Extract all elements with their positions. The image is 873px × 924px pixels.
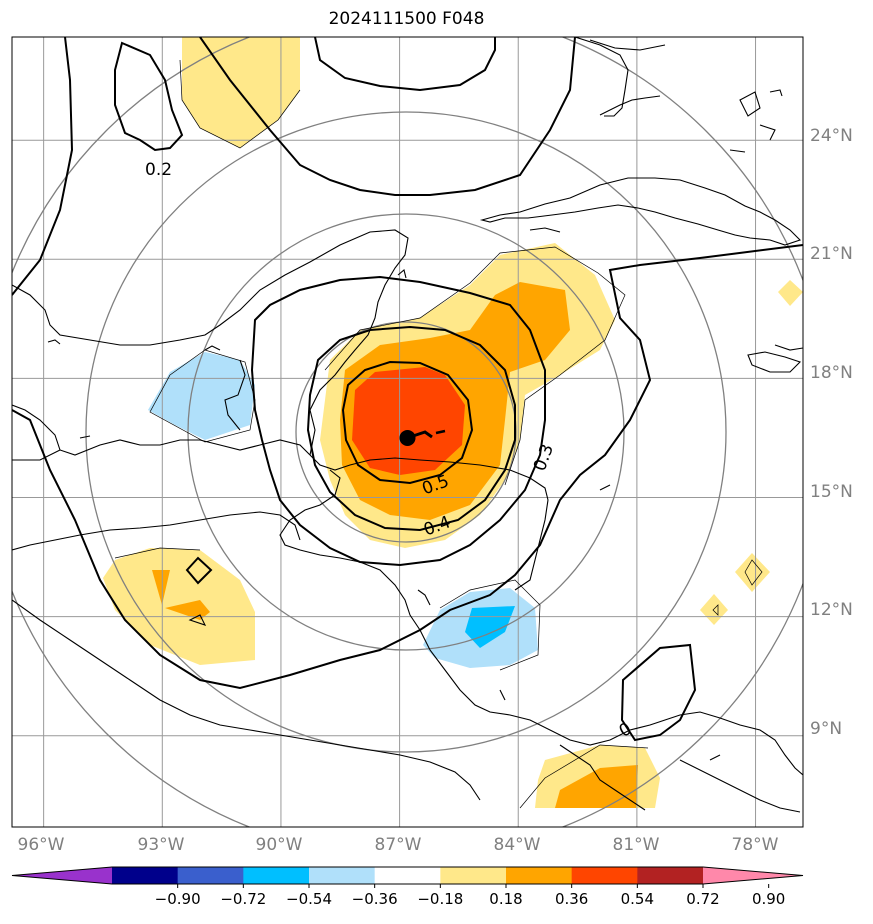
- colorbar-segment: [571, 867, 638, 884]
- negative-anomaly-patch: [148, 352, 255, 440]
- contour-label: 0.2: [145, 160, 172, 180]
- colorbar-tick-label: −0.72: [220, 890, 266, 908]
- map-frame: [11, 36, 804, 828]
- lon-tick-label: 90°W: [256, 835, 303, 855]
- colorbar-segment: [243, 867, 310, 884]
- contour-0.2-arc: [199, 37, 576, 196]
- colorbar-segment: [177, 867, 244, 884]
- contour-0.2-southwest: [12, 244, 803, 690]
- colorbar-segment: [309, 867, 376, 884]
- colorbar-tick-label: 0.36: [555, 890, 588, 908]
- colorbar-outline: [11, 866, 804, 885]
- lat-tick-label: 21°N: [810, 244, 853, 264]
- positive-anomaly-patch: [555, 765, 638, 808]
- lon-tick-label: 93°W: [138, 835, 185, 855]
- colorbar-tick-label: 0.72: [686, 890, 719, 908]
- colorbar-tick-label: 0.90: [752, 890, 785, 908]
- thick-contours: [12, 37, 803, 742]
- colorbar-segment: [506, 867, 573, 884]
- lon-tick-label: 81°W: [613, 835, 660, 855]
- contour-west-diamond: [185, 556, 213, 585]
- longitude-tick-labels: 96°W 93°W 90°W 87°W 84°W 81°W 78°W: [18, 835, 779, 855]
- colorbar-segment: [637, 867, 704, 884]
- lat-tick-label: 15°N: [810, 482, 853, 502]
- lat-tick-label: 9°N: [810, 719, 842, 739]
- lon-tick-label: 96°W: [18, 835, 65, 855]
- positive-anomaly-patch: [735, 553, 770, 592]
- positive-anomaly-patch: [778, 280, 803, 306]
- lon-tick-label: 84°W: [494, 835, 541, 855]
- colorbar-tick-label: 0.54: [621, 890, 654, 908]
- positive-anomaly-patch: [700, 594, 728, 625]
- colorbar-segment: [374, 867, 441, 884]
- colorbar-tick-label: −0.54: [286, 890, 332, 908]
- gridlines: [12, 37, 803, 827]
- contour-0.2-upper: [314, 37, 496, 92]
- contour-0.3: [250, 275, 546, 567]
- colorbar: −0.90 −0.72 −0.54 −0.36 −0.18 0.18 0.36 0.54 0.7…: [11, 866, 804, 908]
- contour-0.2-west: [12, 37, 74, 296]
- lon-tick-label: 78°W: [732, 835, 779, 855]
- map-title: 2024111500 F048: [328, 9, 485, 29]
- lat-tick-label: 24°N: [810, 126, 853, 146]
- contour-0.2-north-loop: [114, 41, 184, 152]
- colorbar-tick-label: −0.18: [417, 890, 463, 908]
- positive-anomaly-streak: [152, 570, 170, 605]
- contour-0-southeast: [620, 643, 697, 742]
- positive-anomaly-streak: [165, 600, 210, 620]
- colorbar-segment: [112, 867, 179, 884]
- colorbar-tick-label: −0.90: [155, 890, 201, 908]
- thin-contours: [114, 59, 763, 809]
- contour-0.5: [341, 360, 474, 485]
- contour-label: 0: [616, 719, 635, 742]
- colorbar-tick-label: −0.36: [352, 890, 398, 908]
- lon-tick-label: 87°W: [375, 835, 422, 855]
- storm-center-marker: [399, 429, 446, 446]
- lat-tick-label: 12°N: [810, 600, 853, 620]
- latitude-tick-labels: 24°N 21°N 18°N 15°N 12°N 9°N: [810, 126, 853, 739]
- contour-label: 0.3: [530, 442, 558, 474]
- colorbar-segment: [440, 867, 507, 884]
- colorbar-extend-low: [12, 867, 112, 884]
- lat-tick-label: 18°N: [810, 363, 853, 383]
- shaded-anomaly-fields: [103, 37, 803, 808]
- colorbar-extend-high: [703, 867, 803, 884]
- positive-anomaly-core: [352, 367, 465, 475]
- colorbar-tick-label: 0.18: [489, 890, 522, 908]
- contour-0.4: [306, 325, 516, 532]
